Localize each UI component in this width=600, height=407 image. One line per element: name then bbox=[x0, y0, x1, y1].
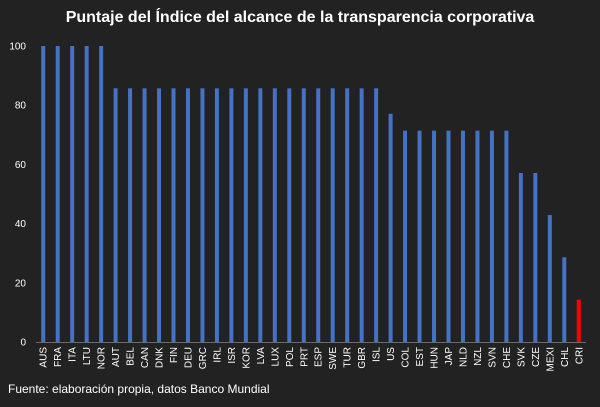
x-tick-label: FIN bbox=[169, 347, 180, 363]
x-tick-label: AUS bbox=[39, 347, 50, 368]
x-tick-label: POL bbox=[285, 347, 296, 367]
x-tick-label: US bbox=[386, 347, 397, 361]
bar-swe bbox=[330, 88, 335, 342]
x-tick-label: NZL bbox=[473, 347, 484, 366]
x-tick-label: CHE bbox=[502, 347, 513, 368]
bar-pol bbox=[287, 88, 292, 342]
y-tick-label: 60 bbox=[15, 160, 27, 171]
x-tick-label: ISR bbox=[227, 347, 238, 364]
x-tick-label: MEXI bbox=[545, 347, 556, 371]
x-tick-label: AUT bbox=[111, 347, 122, 367]
bar-grc bbox=[200, 88, 205, 342]
bar-irl bbox=[214, 88, 219, 342]
x-tick-label: KOR bbox=[241, 347, 252, 369]
x-tick-label: FRA bbox=[53, 347, 64, 367]
bar-nld bbox=[460, 130, 465, 342]
y-tick-label: 80 bbox=[15, 101, 27, 112]
bar-kor bbox=[243, 88, 248, 342]
x-tick-label: CZE bbox=[531, 347, 542, 367]
bar-fin bbox=[171, 88, 176, 342]
x-tick-label: CRI bbox=[574, 347, 585, 364]
x-tick-label: BEL bbox=[126, 347, 137, 366]
bar-aut bbox=[113, 88, 118, 342]
y-tick-label: 20 bbox=[15, 278, 27, 289]
x-tick-label: ESP bbox=[314, 347, 325, 367]
x-tick-label: GBR bbox=[357, 347, 368, 369]
x-tick-label: PRT bbox=[299, 347, 310, 367]
chart-title: Puntaje del Índice del alcance de la tra… bbox=[65, 9, 535, 26]
bar-lva bbox=[258, 88, 263, 342]
bar-jap bbox=[446, 130, 451, 342]
bar-mexi bbox=[547, 215, 552, 342]
bar-nzl bbox=[475, 130, 480, 342]
x-tick-label: LVA bbox=[256, 347, 267, 365]
bar-fra bbox=[55, 46, 60, 342]
source-note: Fuente: elaboración propia, datos Banco … bbox=[8, 382, 270, 396]
bar-est bbox=[417, 130, 422, 342]
bar-us bbox=[388, 113, 393, 342]
x-tick-label: SVK bbox=[516, 347, 527, 367]
bar-esp bbox=[316, 88, 321, 342]
x-tick-label: LTU bbox=[82, 347, 93, 365]
x-tick-label: SWE bbox=[328, 347, 339, 370]
bar-svn bbox=[489, 130, 494, 342]
x-tick-label: TUR bbox=[343, 347, 354, 368]
bar-cze bbox=[533, 172, 538, 342]
x-tick-label: CAN bbox=[140, 347, 151, 368]
x-tick-label: EST bbox=[415, 347, 426, 366]
x-tick-label: DNK bbox=[155, 347, 166, 368]
bar-ltu bbox=[84, 46, 89, 342]
x-tick-label: LUX bbox=[270, 347, 281, 367]
y-tick-label: 100 bbox=[9, 42, 26, 53]
x-tick-label: NLD bbox=[458, 347, 469, 367]
bar-chl bbox=[562, 257, 567, 342]
bar-can bbox=[142, 88, 147, 342]
x-tick-label: NOR bbox=[97, 347, 108, 369]
x-tick-label: IRL bbox=[212, 347, 223, 363]
bar-col bbox=[403, 130, 408, 342]
bar-che bbox=[504, 130, 509, 342]
bar-cri bbox=[576, 299, 581, 342]
x-tick-label: JAP bbox=[444, 347, 455, 366]
bar-hun bbox=[432, 130, 437, 342]
x-tick-label: ISL bbox=[372, 347, 383, 362]
x-tick-label: DEU bbox=[183, 347, 194, 368]
bar-deu bbox=[185, 88, 190, 342]
bar-isr bbox=[229, 88, 234, 342]
x-tick-label: ITA bbox=[68, 347, 79, 362]
bar-dnk bbox=[157, 88, 162, 342]
bar-svk bbox=[518, 172, 523, 342]
bar-lux bbox=[272, 88, 277, 342]
bar-bel bbox=[128, 88, 133, 342]
x-tick-label: SVN bbox=[487, 347, 498, 368]
y-tick-label: 40 bbox=[15, 219, 27, 230]
bar-nor bbox=[99, 46, 104, 342]
bar-prt bbox=[301, 88, 306, 342]
x-tick-label: COL bbox=[401, 347, 412, 368]
bar-isl bbox=[374, 88, 379, 342]
bar-gbr bbox=[359, 88, 364, 342]
x-tick-label: CHL bbox=[560, 347, 571, 367]
bar-tur bbox=[345, 88, 350, 342]
bar-ita bbox=[70, 46, 75, 342]
bar-aus bbox=[41, 46, 46, 342]
x-tick-label: GRC bbox=[198, 347, 209, 369]
x-tick-label: HUN bbox=[430, 347, 441, 369]
y-tick-label: 0 bbox=[20, 338, 26, 349]
